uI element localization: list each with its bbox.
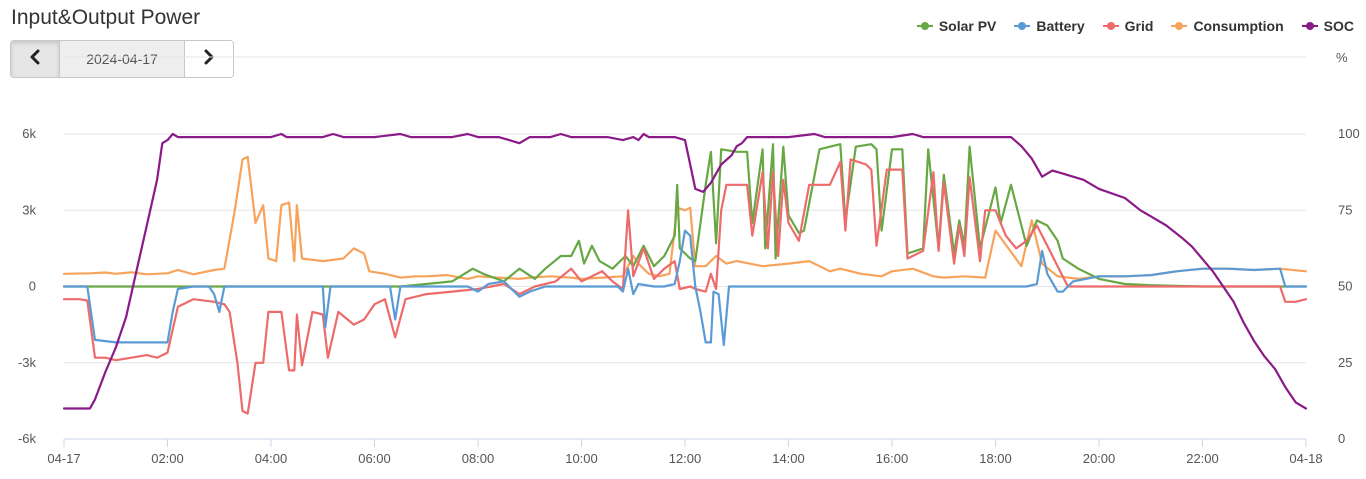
y-right-tick-label: 100 <box>1338 126 1360 141</box>
y-left-tick-label: 0 <box>29 279 36 294</box>
x-tick-label: 14:00 <box>772 451 805 466</box>
next-date-button[interactable] <box>184 41 233 77</box>
legend-label: Consumption <box>1193 18 1284 34</box>
x-tick-label: 10:00 <box>565 451 598 466</box>
y-right-unit-label: % <box>1336 50 1348 65</box>
x-tick-label: 04-18 <box>1289 451 1322 466</box>
legend-item-grid[interactable]: Grid <box>1102 18 1154 34</box>
legend: Solar PV Battery Grid Consumption SOC <box>916 18 1354 34</box>
legend-item-solar-pv[interactable]: Solar PV <box>916 18 997 34</box>
date-picker: 2024-04-17 <box>10 40 234 78</box>
y-left-tick-label: 3k <box>22 202 36 217</box>
date-field[interactable]: 2024-04-17 <box>60 41 184 77</box>
legend-swatch <box>1301 20 1318 32</box>
x-tick-label: 20:00 <box>1083 451 1116 466</box>
legend-label: Grid <box>1124 18 1154 34</box>
legend-item-battery[interactable]: Battery <box>1014 18 1085 34</box>
x-tick-label: 22:00 <box>1186 451 1219 466</box>
series-line-soc <box>62 132 1308 410</box>
legend-label: Solar PV <box>938 18 997 34</box>
y-left-tick-label: 6k <box>22 126 36 141</box>
y-right-tick-label: 75 <box>1338 202 1352 217</box>
legend-swatch <box>1014 20 1031 32</box>
chart-title: Input&Output Power <box>11 6 201 29</box>
series-line-consumption <box>62 155 1308 280</box>
legend-label: Battery <box>1036 18 1085 34</box>
y-right-tick-label: 50 <box>1338 279 1352 294</box>
legend-swatch <box>916 20 933 32</box>
x-tick-label: 06:00 <box>358 451 391 466</box>
legend-swatch <box>1102 20 1119 32</box>
series-line-battery <box>62 229 1308 347</box>
chevron-left-icon <box>28 49 42 70</box>
x-tick-label: 16:00 <box>876 451 909 466</box>
y-left-tick-label: -3k <box>18 355 37 370</box>
x-tick-label: 12:00 <box>669 451 702 466</box>
x-tick-label: 04-17 <box>47 451 80 466</box>
series-line-solar-pv <box>62 143 1308 288</box>
series-line-grid <box>62 158 1308 415</box>
legend-label: SOC <box>1323 18 1354 34</box>
prev-date-button[interactable] <box>11 41 60 77</box>
y-right-tick-label: 25 <box>1338 355 1352 370</box>
legend-swatch <box>1171 20 1188 32</box>
x-tick-label: 08:00 <box>462 451 495 466</box>
legend-item-soc[interactable]: SOC <box>1301 18 1354 34</box>
y-left-tick-label: -6k <box>18 431 37 446</box>
x-tick-label: 02:00 <box>151 451 184 466</box>
x-tick-label: 04:00 <box>255 451 288 466</box>
x-tick-label: 18:00 <box>979 451 1012 466</box>
legend-item-consumption[interactable]: Consumption <box>1171 18 1284 34</box>
y-right-tick-label: 0 <box>1338 431 1345 446</box>
